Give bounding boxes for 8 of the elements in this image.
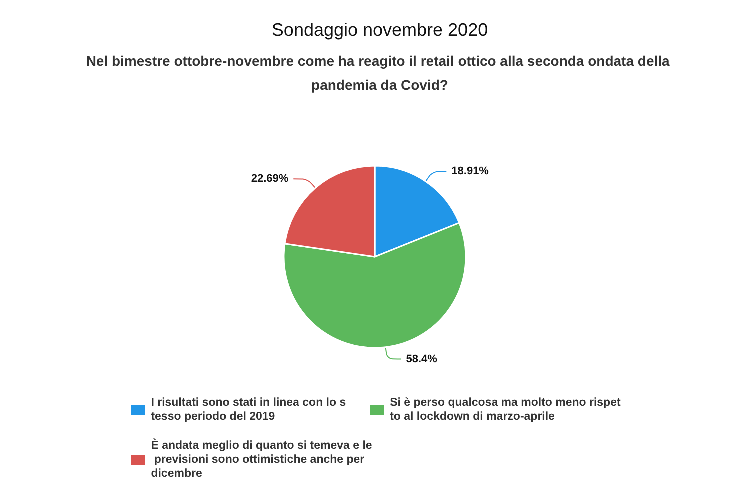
legend-label: I risultati sono stati in linea con lo stesso periodo del 2019 xyxy=(151,397,346,423)
chart-title: Sondaggio novembre 2020 xyxy=(272,20,488,40)
data-label: 22.69% xyxy=(251,173,289,186)
chart-subtitle: Nel bimestre ottobre-novembre come ha reagito il retail ottico alla seconda ondata della pandemia da Covid? xyxy=(86,53,674,93)
legend-label: Si è perso qualcosa ma molto meno rispetto al lockdown di marzo-aprile xyxy=(390,397,621,423)
data-label: 18.91% xyxy=(452,166,490,178)
legend-label: È andata meglio di quanto si temeva e le previsioni sono ottimistiche anche per dicembre xyxy=(151,438,372,480)
data-label: 58.4% xyxy=(406,353,438,366)
